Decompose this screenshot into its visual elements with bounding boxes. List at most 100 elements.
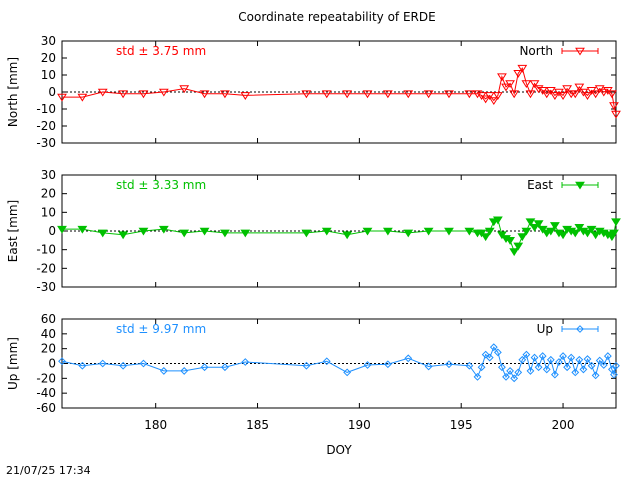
data-point-north xyxy=(611,110,621,119)
std-annotation-east: std ± 3.33 mm xyxy=(116,178,206,192)
y-axis-label-east: East [mm] xyxy=(6,200,20,262)
std-annotation-north: std ± 3.75 mm xyxy=(116,44,206,58)
data-point-east xyxy=(492,216,503,225)
data-point-north xyxy=(488,97,499,106)
y-axis-label-north: North [mm] xyxy=(6,57,20,127)
data-point-up xyxy=(241,358,250,366)
data-point-up xyxy=(571,368,580,377)
data-point-up xyxy=(489,343,498,352)
data-point-north xyxy=(570,90,581,99)
data-point-east xyxy=(521,227,532,236)
data-point-east xyxy=(179,229,190,238)
data-point-east xyxy=(382,227,393,236)
data-point-up xyxy=(538,352,547,360)
data-point-east xyxy=(77,225,88,234)
data-point-north xyxy=(57,93,67,102)
data-point-north xyxy=(525,90,536,99)
data-point-north xyxy=(582,92,593,100)
data-point-up xyxy=(603,352,612,360)
data-point-up xyxy=(322,357,331,366)
data-point-up xyxy=(587,361,596,370)
data-point-up xyxy=(526,367,535,375)
data-point-up xyxy=(542,365,551,374)
data-point-north xyxy=(118,90,129,99)
data-point-north xyxy=(179,85,190,94)
data-point-north xyxy=(423,90,434,99)
series-line-north xyxy=(62,67,617,115)
data-point-up xyxy=(506,367,514,375)
data-point-east xyxy=(464,227,475,236)
data-point-north xyxy=(138,90,149,99)
data-point-north xyxy=(505,80,515,89)
data-point-up xyxy=(502,372,510,381)
data-point-east xyxy=(480,233,491,242)
data-point-up xyxy=(485,353,494,362)
data-point-up xyxy=(567,353,576,362)
data-point-north xyxy=(533,85,544,94)
data-point-up xyxy=(139,359,148,368)
data-point-up xyxy=(583,355,592,363)
data-point-north xyxy=(77,93,88,102)
y-tick-label-north: 30 xyxy=(41,34,56,48)
data-point-up xyxy=(383,360,392,369)
data-point-north xyxy=(480,95,491,104)
chart-panels: 30 20 10 0 -10 -20 -30 North [mm] std ± 3.75 mm N… xyxy=(6,34,621,457)
data-point-east xyxy=(342,231,353,240)
y-tick-label-up: -40 xyxy=(36,386,56,400)
legend-marker-north xyxy=(575,47,585,56)
data-point-up xyxy=(534,363,543,372)
data-point-north xyxy=(301,90,312,99)
data-point-north xyxy=(541,90,552,99)
data-point-north xyxy=(558,92,568,100)
data-point-east xyxy=(505,237,515,245)
x-tick-label: 180 xyxy=(144,418,167,432)
y-tick-label-north: -10 xyxy=(36,102,56,116)
data-point-east xyxy=(529,223,540,232)
y-tick-label-north: 10 xyxy=(41,68,56,82)
data-point-north xyxy=(362,90,373,99)
data-point-east xyxy=(158,225,169,234)
y-tick-label-up: 60 xyxy=(41,312,56,326)
data-point-north xyxy=(220,90,230,99)
data-point-north xyxy=(529,80,540,89)
data-point-east xyxy=(574,223,585,232)
timestamp: 21/07/25 17:34 xyxy=(6,464,91,477)
data-point-east xyxy=(549,222,560,230)
data-point-east xyxy=(220,229,230,238)
data-point-north xyxy=(545,87,556,95)
y-tick-label-north: 0 xyxy=(48,85,56,99)
data-point-up xyxy=(555,358,563,366)
y-tick-label-up: -60 xyxy=(36,401,56,415)
data-point-north xyxy=(321,90,332,99)
data-point-east xyxy=(558,231,568,240)
data-point-north xyxy=(501,83,511,92)
panel-east: 30 20 10 0 -10 -20 -30 East [mm] std ± 3.33 mm Ea… xyxy=(6,168,621,294)
data-point-up xyxy=(493,348,502,357)
data-point-north xyxy=(517,64,528,73)
y-tick-label-east: -10 xyxy=(36,243,56,257)
data-point-east xyxy=(476,229,487,238)
data-point-north xyxy=(403,90,414,99)
x-tick-label: 190 xyxy=(348,418,371,432)
data-point-north xyxy=(199,90,210,99)
data-point-east xyxy=(423,227,434,236)
data-point-up xyxy=(510,374,519,383)
data-point-up xyxy=(200,363,209,372)
data-point-north xyxy=(342,90,353,99)
data-point-east xyxy=(321,227,332,236)
data-point-up xyxy=(514,368,523,377)
y-tick-label-east: -20 xyxy=(36,261,56,275)
data-point-east xyxy=(586,225,597,234)
data-point-up xyxy=(424,362,433,371)
data-point-north xyxy=(549,92,560,100)
data-point-east xyxy=(199,227,210,236)
std-annotation-up: std ± 9.97 mm xyxy=(116,322,206,336)
x-axis-label: DOY xyxy=(326,443,352,457)
y-tick-label-up: 40 xyxy=(41,327,56,341)
data-point-up xyxy=(363,361,372,369)
data-point-north xyxy=(464,90,475,99)
data-point-north xyxy=(444,90,454,99)
data-point-up xyxy=(58,357,66,366)
data-point-up xyxy=(608,365,616,374)
